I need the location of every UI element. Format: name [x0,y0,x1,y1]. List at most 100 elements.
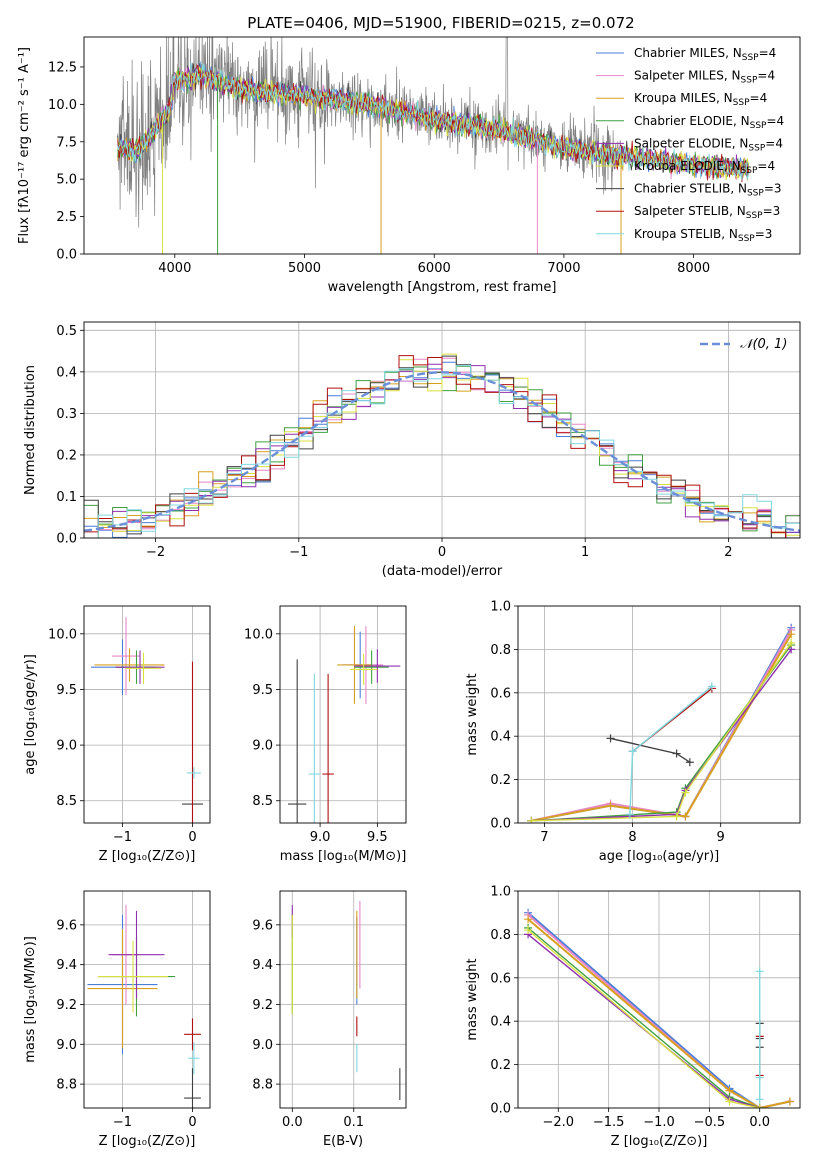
x-tick-label: 9 [717,830,725,845]
plot-area [84,891,210,1108]
x-tick-label: 5000 [288,261,321,276]
legend-base: Chabrier MILES, N [634,46,742,60]
y-tick-label: 5.0 [56,173,77,188]
legend-sub: SSP [742,53,759,63]
legend-tail: =4 [757,69,775,83]
panel-residual-histogram: −2 −1 0 1 2 0.0 0.1 0.2 0.3 0.4 0.5 (data-model)/er… [23,321,801,579]
weight-marker [524,926,533,935]
y-axis-label: age [log₁₀(age/yr)] [23,654,38,775]
y-tick-label: 2.5 [56,210,77,225]
x-tick-label: 0.1 [343,1115,364,1130]
weight-marker [681,812,690,821]
x-tick-label: 7 [540,830,548,845]
y-tick-label: 1.0 [490,600,511,615]
y-tick-label: 9.5 [252,683,273,698]
plot-area [280,606,406,823]
panel-mass-weight-vs-age: 7 8 9 0.0 0.2 0.4 0.6 0.8 1.0 age [log₁₀(age/yr)]… [465,600,801,864]
y-tick-label: 0.8 [490,928,511,943]
x-tick-label: −0.5 [694,1115,726,1130]
legend-tail: =3 [764,182,782,196]
y-tick-label: 0.6 [490,686,511,701]
weight-marker [685,758,694,767]
legend-sub: SSP [741,76,758,86]
legend-label: Salpeter STELIB, NSSP=3 [634,204,780,221]
weight-marker [606,801,615,810]
plot-area [84,322,800,538]
legend-tail: =4 [759,46,777,60]
weight-marker [785,1097,794,1106]
weight-marker [787,630,796,639]
y-tick-label: 0.0 [490,817,511,832]
weight-marker [755,967,764,976]
legend-base: Chabrier STELIB, N [634,182,747,196]
legend-base: Chabrier ELODIE, N [634,114,750,128]
weight-series-1 [530,629,793,822]
plot-area [518,891,800,1108]
weight-marker [672,749,681,758]
y-tick-label: 0.0 [490,1102,511,1117]
weight-marker [628,747,637,756]
weight-marker [524,915,533,924]
axes-frame [83,890,211,1109]
legend-tail: =4 [757,159,775,173]
x-axis-label: Z [log₁₀(Z/Z⊙)] [99,849,196,864]
legend-sub: SSP [746,211,763,221]
weight-marker [606,734,615,743]
y-tick-label: 8.8 [252,1078,273,1093]
legend-label: Salpeter ELODIE, NSSP=4 [634,136,783,153]
x-tick-label: 0 [188,830,196,845]
axes-frame [83,605,211,824]
y-tick-label: 9.2 [56,998,77,1013]
y-tick-label: 0.4 [490,730,511,745]
legend-sub: SSP [741,166,758,176]
axes-frame [517,890,801,1109]
y-tick-label: 9.4 [56,958,77,973]
weight-marker [725,1097,734,1106]
x-tick-label: 6000 [418,261,451,276]
legend-label: Chabrier MILES, NSSP=4 [634,46,776,63]
x-tick-label: 1 [581,545,589,560]
weight-series-3 [531,644,792,822]
weight-series-8 [629,685,713,815]
x-tick-label: −2 [146,545,165,560]
weight-series-6 [610,737,691,763]
x-axis-label: Z [log₁₀(Z/Z⊙)] [99,1134,196,1149]
y-tick-label: 9.2 [252,998,273,1013]
weight-marker [787,638,796,647]
axes-frame [83,36,801,255]
legend-tail: =4 [766,114,784,128]
panel-mass-vs-EBV: 0.0 0.1 8.8 9.0 9.2 9.4 9.6 E(B-V) [252,890,407,1149]
legend-sub: SSP [750,121,767,131]
x-tick-label: −1 [113,830,132,845]
x-tick-label: −1.0 [643,1115,675,1130]
y-axis-label: mass weight [465,673,480,755]
y-tick-label: 0.1 [56,490,77,505]
legend-sub: SSP [733,98,750,108]
y-tick-label: 0.8 [490,643,511,658]
axes-frame [517,605,801,824]
legend-sub: SSP [747,189,764,199]
x-tick-label: 0 [438,545,446,560]
x-tick-label: 0.0 [282,1115,303,1130]
x-tick-label: −1 [289,545,308,560]
panel-mass-vs-Z: −1 0 8.8 9.0 9.2 9.4 9.6 Z [log₁₀(Z/Z⊙)] mass [l… [23,890,211,1149]
y-axis-label: mass [log₁₀(M/M⊙)] [23,936,38,1063]
legend-sub: SSP [748,143,765,153]
y-tick-label: 9.4 [252,958,273,973]
legend-base: Kroupa MILES, N [634,91,733,105]
weight-series-5 [531,642,792,822]
y-tick-label: 0.4 [490,1015,511,1030]
x-axis-label: (data-model)/error [382,564,503,579]
y-tick-label: 9.5 [56,683,77,698]
weight-series-2 [527,918,791,1108]
weight-marker [527,816,536,823]
weight-marker [625,810,634,819]
y-tick-label: 9.6 [56,918,77,933]
weight-marker [755,1104,764,1108]
y-tick-label: 0.6 [490,971,511,986]
y-tick-label: 9.6 [252,918,273,933]
x-axis-label: Z [log₁₀(Z/Z⊙)] [611,1134,708,1149]
y-tick-label: 0.5 [56,324,77,339]
